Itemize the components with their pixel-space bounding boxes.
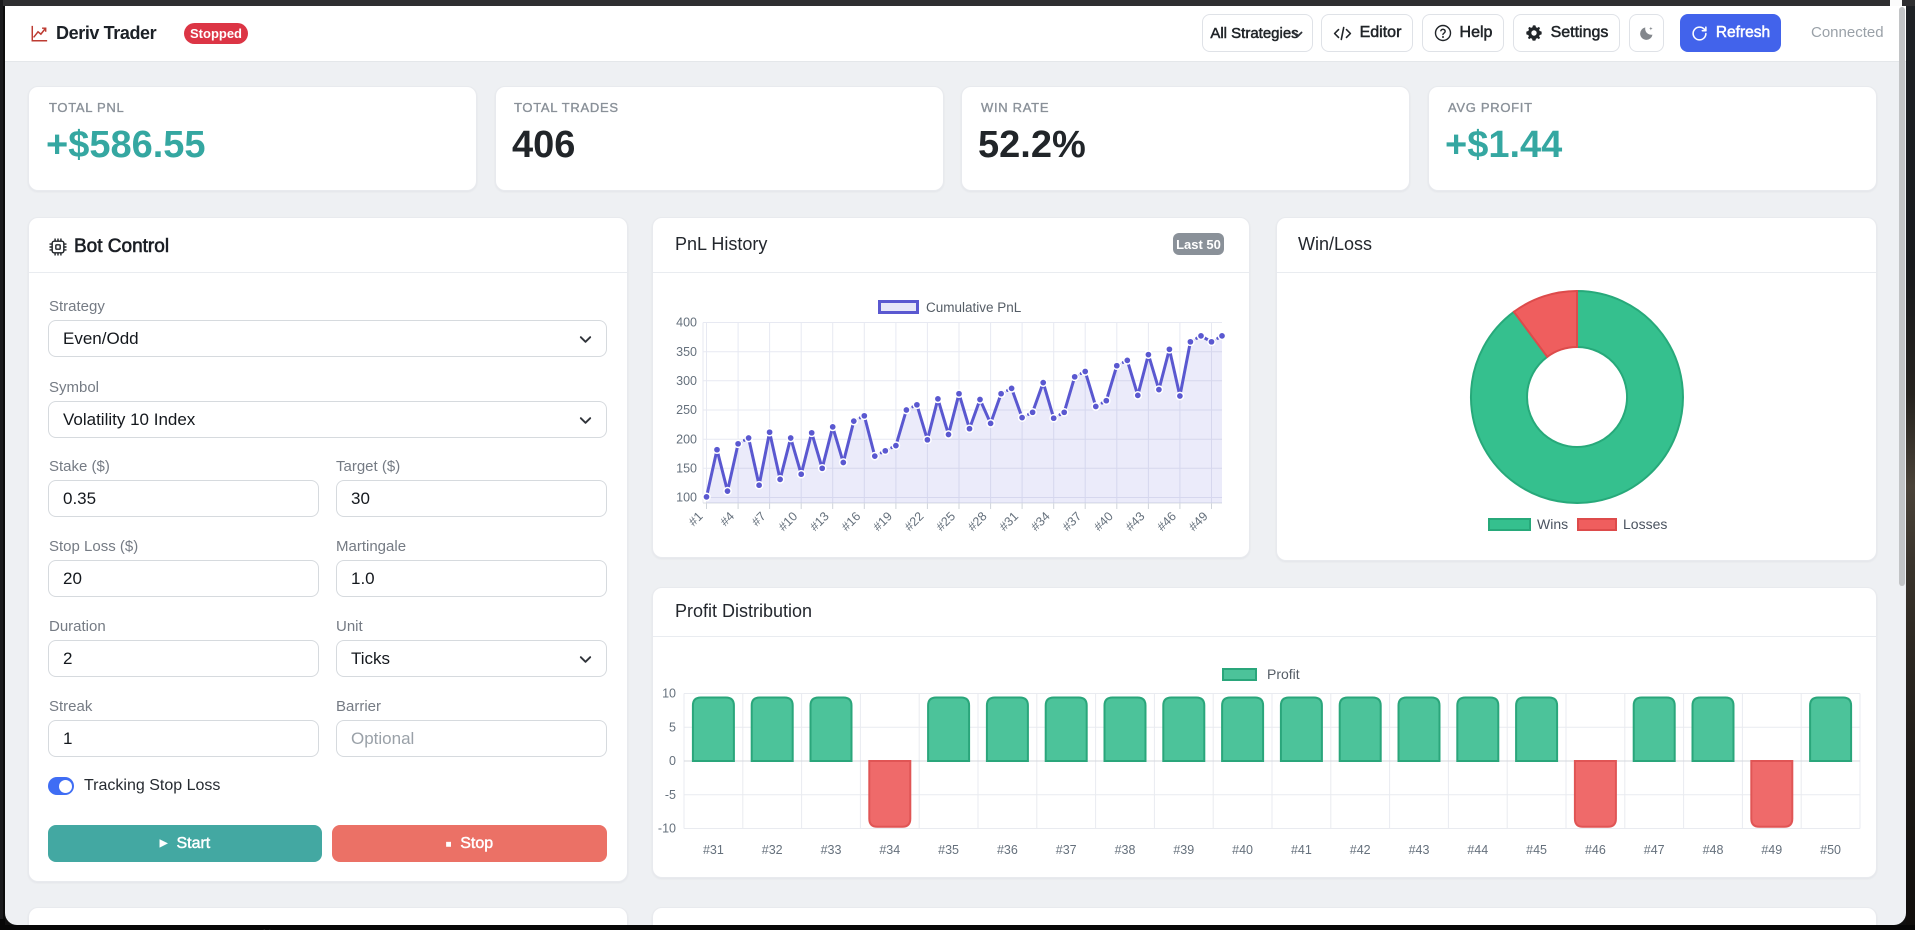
svg-text:#39: #39 [1173, 843, 1194, 857]
svg-text:350: 350 [676, 345, 697, 359]
svg-text:#49: #49 [1761, 843, 1782, 857]
svg-text:400: 400 [676, 316, 697, 330]
svg-text:100: 100 [676, 491, 697, 505]
svg-text:250: 250 [676, 403, 697, 417]
svg-text:#37: #37 [1056, 843, 1077, 857]
svg-text:#44: #44 [1467, 843, 1488, 857]
svg-text:#47: #47 [1644, 843, 1665, 857]
svg-text:#48: #48 [1703, 843, 1724, 857]
svg-text:200: 200 [676, 432, 697, 446]
svg-text:#42: #42 [1350, 843, 1371, 857]
svg-text:300: 300 [676, 374, 697, 388]
svg-text:#33: #33 [821, 843, 842, 857]
svg-text:#32: #32 [762, 843, 783, 857]
svg-text:#40: #40 [1232, 843, 1253, 857]
svg-text:150: 150 [676, 462, 697, 476]
svg-text:5: 5 [669, 721, 676, 735]
svg-text:#36: #36 [997, 843, 1018, 857]
svg-text:#31: #31 [703, 843, 724, 857]
svg-text:#43: #43 [1409, 843, 1430, 857]
svg-text:#41: #41 [1291, 843, 1312, 857]
svg-text:#50: #50 [1820, 843, 1841, 857]
svg-text:-10: -10 [658, 822, 676, 836]
svg-text:#46: #46 [1585, 843, 1606, 857]
svg-text:-5: -5 [665, 788, 676, 802]
svg-text:#38: #38 [1115, 843, 1136, 857]
svg-text:10: 10 [662, 687, 676, 701]
svg-text:#35: #35 [938, 843, 959, 857]
svg-text:#45: #45 [1526, 843, 1547, 857]
svg-text:#34: #34 [879, 843, 900, 857]
svg-text:0: 0 [669, 754, 676, 768]
